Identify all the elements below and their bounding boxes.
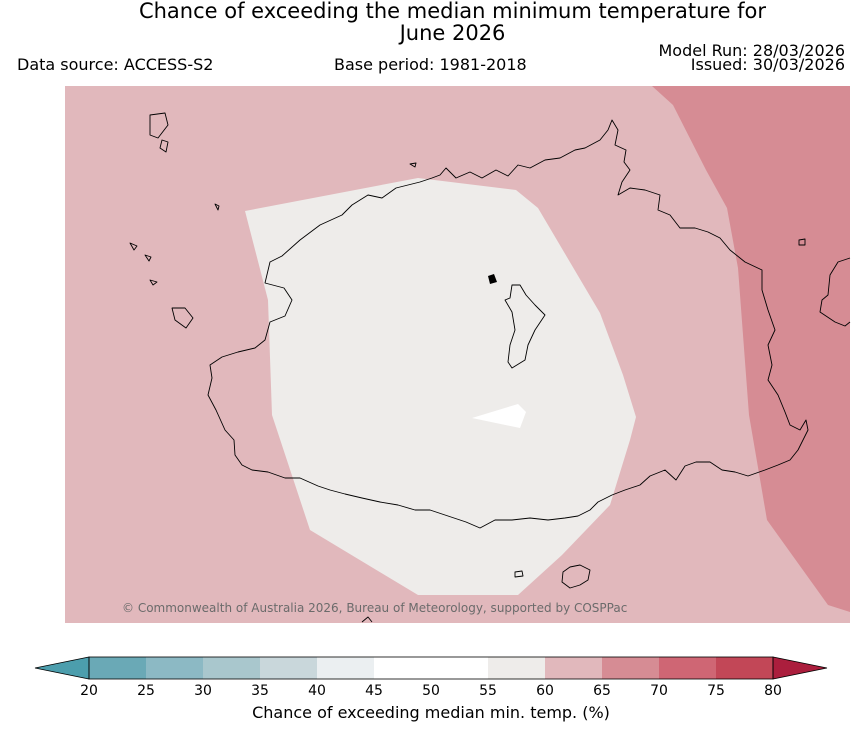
colorbar-cell bbox=[317, 657, 375, 679]
coastline-island-east-small bbox=[798, 238, 806, 246]
colorbar-tick-label: 20 bbox=[80, 683, 98, 699]
colorbar-tick-label: 65 bbox=[593, 683, 611, 699]
colorbar-cell bbox=[260, 657, 318, 679]
colorbar-cell bbox=[374, 657, 432, 679]
coastline-island-west-1 bbox=[129, 242, 138, 251]
coastline-island-west-2 bbox=[144, 254, 152, 262]
region-65-70 bbox=[652, 86, 850, 612]
copyright-notice: © Commonwealth of Australia 2026, Bureau… bbox=[122, 601, 628, 615]
coastline-island-black bbox=[488, 274, 497, 284]
coastline-island-south-small bbox=[514, 570, 524, 578]
coastline-island-northwest-small bbox=[159, 139, 169, 153]
coastline-island-west-4 bbox=[171, 307, 194, 329]
data-source-label: Data source: ACCESS-S2 bbox=[17, 55, 214, 74]
colorbar-tick-label: 75 bbox=[707, 683, 725, 699]
coastline-island-northwest bbox=[149, 112, 169, 139]
base-period-label: Base period: 1981-2018 bbox=[334, 55, 527, 74]
colorbar-tick-label: 60 bbox=[536, 683, 554, 699]
forecast-map bbox=[65, 86, 851, 623]
coastline-mainland bbox=[207, 119, 809, 529]
colorbar-cell bbox=[602, 657, 660, 679]
coastline-island-east bbox=[504, 284, 546, 369]
colorbar-under-arrow bbox=[34, 656, 90, 680]
colorbar-tick-label: 40 bbox=[308, 683, 326, 699]
coastline-island-northwest-2 bbox=[214, 203, 220, 211]
colorbar-cell bbox=[488, 657, 546, 679]
coastline-island-bottom bbox=[361, 616, 373, 623]
coastline-island-far-east bbox=[819, 257, 851, 327]
colorbar-cell bbox=[431, 657, 489, 679]
coastline-island-north bbox=[409, 162, 417, 168]
region-55-60 bbox=[245, 178, 636, 595]
colorbar-tick-label: 80 bbox=[764, 683, 782, 699]
colorbar-cell bbox=[545, 657, 603, 679]
colorbar-label: Chance of exceeding median min. temp. (%… bbox=[252, 703, 610, 722]
colorbar-cell bbox=[89, 657, 147, 679]
colorbar-cell bbox=[716, 657, 774, 679]
model-run-label: Model Run: 28/03/2026 bbox=[658, 41, 846, 60]
colorbar-cell bbox=[146, 657, 204, 679]
colorbar-tick-label: 35 bbox=[251, 683, 269, 699]
issued-label: Issued: 30/03/2026 bbox=[690, 55, 845, 74]
coastline-island-west-3 bbox=[149, 279, 158, 286]
colorbar-tick-label: 50 bbox=[422, 683, 440, 699]
colorbar-tick-label: 30 bbox=[194, 683, 212, 699]
colorbar-tick-label: 70 bbox=[650, 683, 668, 699]
colorbar-tick-label: 55 bbox=[479, 683, 497, 699]
map-title-period: June 2026 bbox=[399, 21, 506, 45]
colorbar-cell bbox=[659, 657, 717, 679]
coastline-island-south bbox=[561, 564, 591, 589]
colorbar-tick-label: 25 bbox=[137, 683, 155, 699]
colorbar-frame bbox=[88, 656, 774, 680]
colorbar-over-arrow bbox=[772, 656, 828, 680]
colorbar-tick-label: 45 bbox=[365, 683, 383, 699]
colorbar-cell bbox=[203, 657, 261, 679]
map-title: Chance of exceeding the median minimum t… bbox=[138, 0, 767, 23]
region-50-55 bbox=[472, 404, 526, 428]
